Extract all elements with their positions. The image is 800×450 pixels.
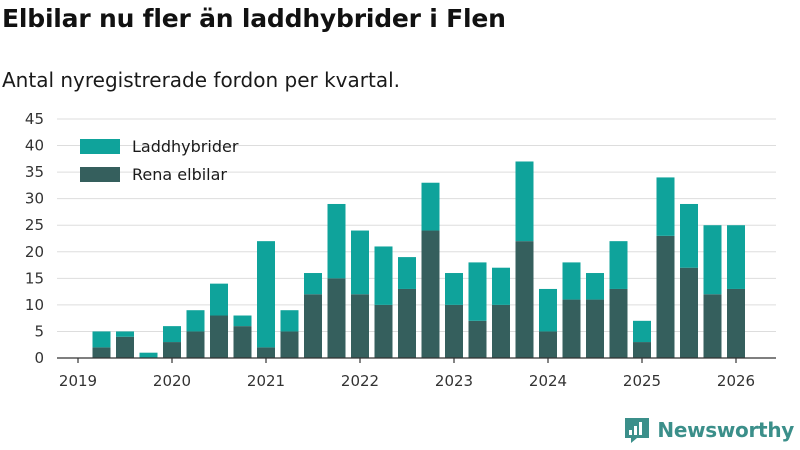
bar-laddhybrider <box>680 203 698 268</box>
bar-rena-elbilar <box>703 294 722 358</box>
legend-swatch-laddhybrider <box>80 139 120 154</box>
bar-rena-elbilar <box>421 230 440 358</box>
gridlines <box>57 118 776 332</box>
legend-label-rena-elbilar: Rena elbilar <box>132 165 227 184</box>
bar-rena-elbilar <box>186 331 205 358</box>
bar-laddhybrider <box>727 225 745 289</box>
bar-rena-elbilar <box>327 278 346 358</box>
newsworthy-logo-text: Newsworthy <box>657 418 794 442</box>
bar-rena-elbilar <box>633 342 651 358</box>
bar-laddhybrider <box>656 177 675 236</box>
x-tick-label: 2019 <box>59 372 97 390</box>
bar-rena-elbilar <box>92 347 111 358</box>
bar-laddhybrider <box>351 230 369 295</box>
x-tick-label: 2025 <box>623 372 661 390</box>
bar-laddhybrider <box>163 326 181 343</box>
bar-rena-elbilar <box>586 299 604 358</box>
bar-laddhybrider <box>116 331 134 337</box>
bar-rena-elbilar <box>539 331 557 358</box>
bar-laddhybrider <box>445 273 463 305</box>
bar-rena-elbilar <box>656 235 675 358</box>
y-tick-label: 15 <box>25 269 44 287</box>
bar-laddhybrider <box>304 273 322 295</box>
newsworthy-logo-icon <box>625 418 650 443</box>
bar-rena-elbilar <box>680 267 698 358</box>
y-tick-label: 30 <box>25 190 44 208</box>
y-tick-label: 0 <box>34 349 44 367</box>
bar-laddhybrider <box>468 262 487 321</box>
bar-rena-elbilar <box>210 315 228 358</box>
bar-laddhybrider <box>492 267 510 305</box>
bar-laddhybrider <box>233 315 252 327</box>
chart-subtitle: Antal nyregistrerade fordon per kvartal. <box>2 68 401 92</box>
legend: Laddhybrider Rena elbilar <box>80 137 239 184</box>
bar-laddhybrider <box>586 273 604 300</box>
bar-rena-elbilar <box>609 288 628 358</box>
bar-rena-elbilar <box>304 294 322 358</box>
y-tick-label: 35 <box>25 163 44 181</box>
y-tick-label: 20 <box>25 243 44 261</box>
bar-rena-elbilar <box>233 326 252 358</box>
bar-rena-elbilar <box>351 294 369 358</box>
legend-swatch-rena-elbilar <box>80 167 120 182</box>
x-tick-label: 2020 <box>153 372 191 390</box>
x-tick-label: 2022 <box>341 372 379 390</box>
bar-laddhybrider <box>374 246 393 305</box>
bar-laddhybrider <box>703 225 722 295</box>
bar-laddhybrider <box>186 310 205 332</box>
bar-rena-elbilar <box>280 331 299 358</box>
chart-title: Elbilar nu fler än laddhybrider i Flen <box>2 4 506 33</box>
bar-rena-elbilar <box>562 299 581 358</box>
bar-rena-elbilar <box>515 241 534 358</box>
bar-laddhybrider <box>539 288 557 332</box>
legend-label-laddhybrider: Laddhybrider <box>132 137 239 156</box>
bar-laddhybrider <box>257 241 275 348</box>
y-tick-label: 45 <box>25 110 44 128</box>
bar-rena-elbilar <box>374 304 393 358</box>
bar-laddhybrider <box>398 257 416 289</box>
bar-laddhybrider <box>515 161 534 242</box>
bar-rena-elbilar <box>163 342 181 358</box>
bar-laddhybrider <box>210 283 228 316</box>
bar-laddhybrider <box>327 203 346 279</box>
y-tick-label: 25 <box>25 216 44 234</box>
bars <box>92 161 745 358</box>
bar-laddhybrider <box>421 182 440 231</box>
bar-rena-elbilar <box>727 288 745 358</box>
bar-laddhybrider <box>609 241 628 289</box>
bar-rena-elbilar <box>492 304 510 358</box>
x-tick-label: 2023 <box>435 372 473 390</box>
x-tick-label: 2024 <box>529 372 567 390</box>
bar-rena-elbilar <box>468 320 487 358</box>
x-tick-label: 2021 <box>247 372 285 390</box>
bar-laddhybrider <box>139 352 158 358</box>
newsworthy-logo: Newsworthy <box>623 416 794 444</box>
bar-laddhybrider <box>92 331 111 348</box>
bar-rena-elbilar <box>398 288 416 358</box>
bar-rena-elbilar <box>257 347 275 358</box>
x-tick-label: 2026 <box>717 372 755 390</box>
bar-laddhybrider <box>280 310 299 332</box>
bar-rena-elbilar <box>445 304 463 358</box>
bar-laddhybrider <box>633 320 651 343</box>
bar-rena-elbilar <box>116 336 134 358</box>
y-tick-label: 40 <box>25 137 44 155</box>
y-tick-label: 5 <box>34 322 44 340</box>
bar-laddhybrider <box>562 262 581 300</box>
y-tick-label: 10 <box>25 296 44 314</box>
